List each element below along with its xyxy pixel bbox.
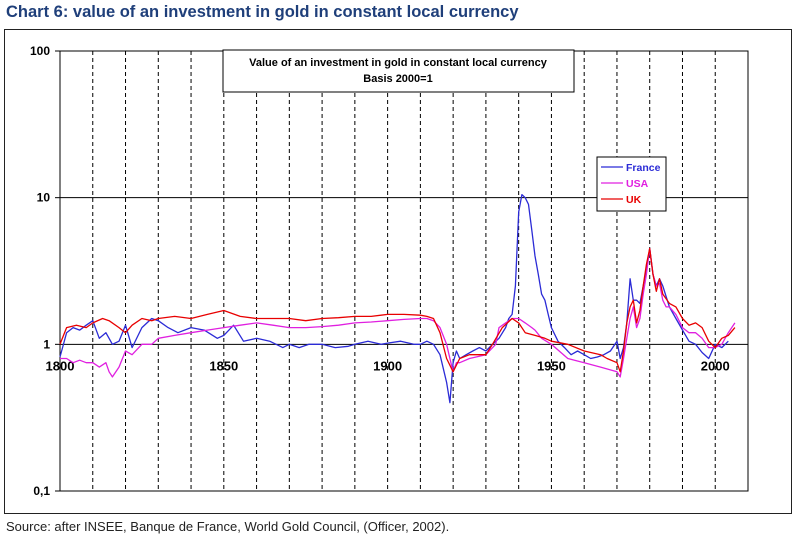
y-tick-label: 10 (37, 191, 51, 205)
y-axis-ticks: 100 10 1 0,1 (30, 44, 60, 498)
vertical-gridlines (92, 51, 716, 491)
source-note: Source: after INSEE, Banque de France, W… (6, 519, 450, 534)
series-lines (59, 193, 736, 404)
y-tick-label: 0,1 (33, 484, 50, 498)
plot-area (59, 50, 749, 492)
x-tick-label: 1800 (46, 358, 75, 373)
legend-label: France (626, 162, 661, 174)
x-tick-label: 1950 (537, 358, 566, 373)
legend-box (596, 156, 667, 212)
x-tick-label: 2000 (701, 358, 730, 373)
inner-title: Value of an investment in gold in consta… (249, 57, 548, 69)
legend-label: USA (626, 178, 649, 190)
series-line-france (59, 193, 729, 404)
chart-heading: Chart 6: value of an investment in gold … (6, 3, 519, 21)
y-tick-label: 1 (43, 337, 50, 351)
chart-frame (4, 29, 792, 514)
x-tick-label: 1850 (209, 358, 238, 373)
legend-label: UK (626, 194, 642, 206)
x-tick-label: 1900 (373, 358, 402, 373)
series-line-uk (59, 247, 736, 373)
inner-title-box: Value of an investment in gold in consta… (222, 49, 575, 93)
x-axis-ticks: 1800 1850 1900 1950 2000 (46, 358, 730, 373)
y-tick-label: 100 (30, 44, 50, 58)
legend: France USA UK (596, 156, 667, 212)
inner-subtitle: Basis 2000=1 (363, 73, 432, 85)
